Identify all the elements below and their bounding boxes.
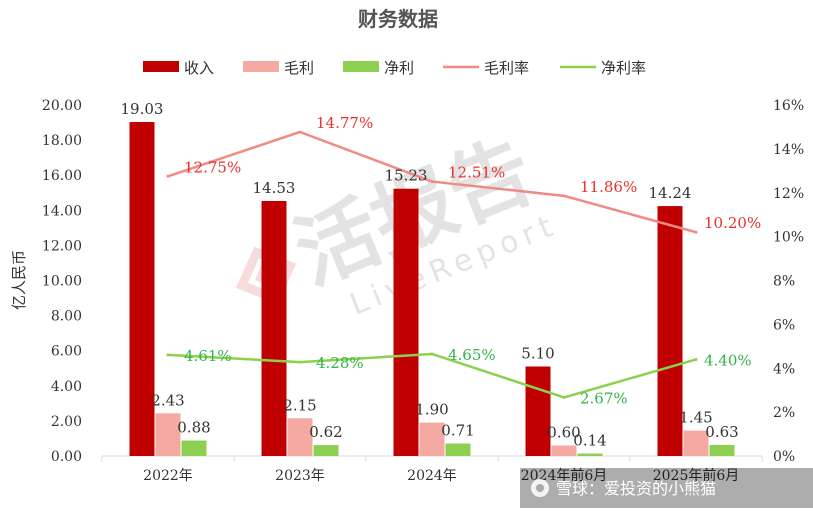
- y-tick-left-label: 20.00: [42, 98, 82, 114]
- line-value-label: 4.28%: [316, 354, 364, 372]
- bar-value-label: 0.71: [441, 422, 474, 440]
- bar-value-label: 0.63: [705, 423, 738, 441]
- line-point: [430, 352, 434, 356]
- lines: [166, 130, 698, 399]
- line-value-label: 12.51%: [448, 164, 505, 182]
- y-tick-right-label: 8%: [773, 274, 795, 290]
- x-tick-label: 2025年前6月: [653, 467, 740, 484]
- legend-label: 净利率: [601, 59, 646, 77]
- y-axis-right: 0% 2% 4% 6% 8% 10% 12% 14% 16%: [773, 98, 804, 465]
- line-value-label: 14.77%: [316, 114, 373, 132]
- legend-label: 收入: [184, 59, 214, 77]
- y-tick-right-label: 16%: [773, 98, 804, 114]
- bar-1: [419, 422, 445, 456]
- x-tick-label: 2023年: [275, 468, 325, 484]
- y-tick-left-label: 2.00: [51, 414, 82, 430]
- y-tick-left-label: 4.00: [51, 379, 82, 395]
- y-tick-left-label: 14.00: [42, 203, 82, 219]
- bar-value-label: 1.45: [679, 409, 712, 427]
- bar-0: [525, 366, 551, 456]
- data-labels: 19.03 14.53 15.23 5.10 14.24 2.43 2.15 1.90 0.60…: [121, 100, 762, 450]
- bar-2: [709, 444, 735, 456]
- bar-2: [313, 445, 339, 456]
- bar-value-label: 1.90: [415, 401, 448, 419]
- y-tick-right-label: 12%: [773, 186, 804, 202]
- y-axis-label: 亿人民币: [10, 250, 28, 310]
- line-point: [166, 353, 170, 357]
- y-tick-right-label: 14%: [773, 142, 804, 158]
- legend-swatch: [343, 61, 379, 72]
- bar-value-label: 2.15: [283, 396, 316, 414]
- bar-value-label: 0.62: [309, 423, 342, 441]
- bar-value-label: 19.03: [121, 100, 164, 118]
- line-value-label: 2.67%: [580, 389, 628, 407]
- bar-0: [657, 206, 683, 456]
- legend-swatch: [243, 61, 279, 72]
- y-tick-right-label: 10%: [773, 230, 804, 246]
- bar-value-label: 0.60: [547, 423, 580, 441]
- line-point: [298, 360, 302, 364]
- footer-caption: 雪球：爱投资的小熊猫: [556, 479, 716, 498]
- line-value-label: 11.86%: [580, 178, 637, 196]
- line-value-label: 4.40%: [704, 351, 752, 369]
- x-axis: 2022年 2023年 2024年 2024年前6月 2025年前6月: [101, 456, 763, 484]
- line-value-label: 4.61%: [184, 347, 232, 365]
- bar-1: [551, 445, 577, 456]
- line-value-label: 10.20%: [704, 214, 761, 232]
- y-tick-left-label: 12.00: [42, 238, 82, 254]
- bar-1: [155, 413, 181, 456]
- y-axis-left: 0.00 2.00 4.00 6.00 8.00 10.00 12.00 14.00 16.00…: [42, 98, 82, 465]
- bar-value-label: 14.53: [253, 179, 296, 197]
- line-point: [562, 194, 566, 198]
- line-point: [298, 130, 302, 134]
- footer-band: [520, 468, 813, 508]
- bar-value-label: 14.24: [649, 184, 692, 202]
- line-point: [430, 180, 434, 184]
- legend: 收入 毛利 净利 毛利率 净利率: [143, 59, 646, 77]
- bar-value-label: 5.10: [521, 344, 554, 362]
- snowball-icon: [531, 479, 549, 497]
- bar-2: [577, 453, 603, 456]
- y-tick-right-label: 4%: [773, 361, 795, 377]
- y-tick-left-label: 0.00: [51, 449, 82, 465]
- bar-value-label: 15.23: [385, 167, 428, 185]
- line-point: [694, 230, 698, 234]
- y-tick-left-label: 18.00: [42, 133, 82, 149]
- chart-title: 财务数据: [358, 7, 438, 31]
- legend-label: 毛利率: [484, 59, 529, 77]
- bar-value-label: 0.14: [573, 432, 606, 450]
- y-tick-right-label: 0%: [773, 449, 795, 465]
- y-tick-right-label: 2%: [773, 405, 795, 421]
- y-tick-left-label: 16.00: [42, 168, 82, 184]
- bars: [129, 122, 735, 456]
- legend-label: 毛利: [284, 59, 314, 77]
- bar-2: [445, 443, 471, 456]
- bar-1: [683, 430, 709, 456]
- bar-0: [393, 188, 419, 456]
- line-point: [166, 174, 170, 178]
- bar-0: [261, 200, 287, 456]
- line-value-label: 12.75%: [184, 158, 241, 176]
- bar-2: [181, 440, 207, 456]
- bar-value-label: 0.88: [177, 419, 210, 437]
- line-value-label: 4.65%: [448, 346, 496, 364]
- y-tick-left-label: 10.00: [42, 274, 82, 290]
- x-tick-label: 2022年: [143, 468, 193, 484]
- y-tick-left-label: 8.00: [51, 309, 82, 325]
- line-point: [694, 357, 698, 361]
- x-tick-label: 2024年: [407, 468, 457, 484]
- legend-label: 净利: [384, 59, 414, 77]
- bar-1: [287, 418, 313, 456]
- y-tick-left-label: 6.00: [51, 344, 82, 360]
- bar-value-label: 2.43: [151, 391, 184, 409]
- legend-swatch: [143, 61, 179, 72]
- bar-0: [129, 122, 155, 456]
- y-tick-right-label: 6%: [773, 317, 795, 333]
- line-point: [562, 395, 566, 399]
